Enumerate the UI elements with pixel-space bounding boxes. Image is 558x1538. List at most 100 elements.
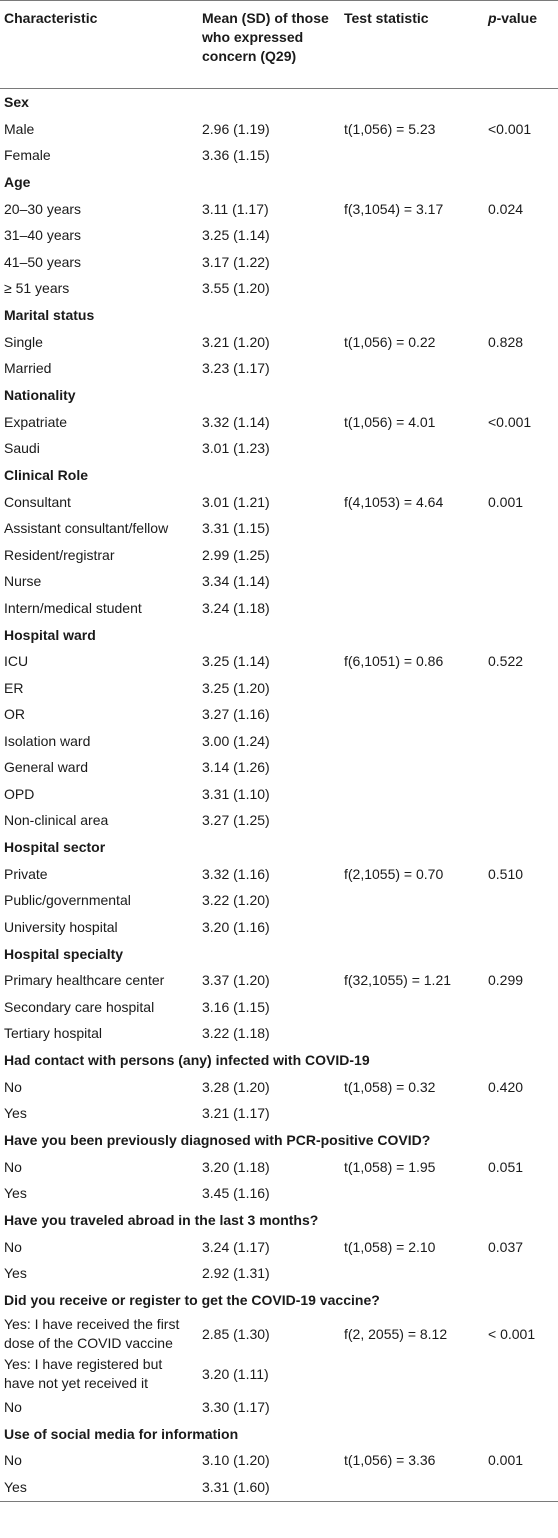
header-p-italic: p (488, 10, 497, 26)
cell-mean-sd: 3.25 (1.14) (202, 653, 270, 670)
cell-characteristic: No (4, 1238, 22, 1255)
cell-p-value (484, 356, 558, 383)
cell-characteristic: Tertiary hospital (4, 1025, 103, 1042)
cell-test-statistic: f(4,1053) = 4.64 (344, 493, 444, 510)
table-row: Male 2.96 (1.19) t(1,056) = 5.23 <0.001 (0, 116, 558, 143)
cell-mean-sd: 3.28 (1.20) (202, 1078, 270, 1095)
cell-mean-sd: 2.85 (1.30) (202, 1325, 270, 1342)
cell-mean-sd: 3.20 (1.11) (202, 1365, 269, 1382)
cell-p-value (484, 1394, 558, 1421)
cell-characteristic: Yes (4, 1265, 27, 1282)
table-row: Nurse 3.34 (1.14) (0, 569, 558, 596)
cell-characteristic: Public/governmental (4, 892, 131, 909)
cell-mean-sd: 3.31 (1.60) (198, 1474, 340, 1502)
cell-characteristic: Expatriate (4, 413, 68, 430)
cell-mean-sd: 3.11 (1.17) (202, 200, 269, 217)
table-row: Yes 3.21 (1.17) (0, 1101, 558, 1128)
cell-mean-sd: 3.17 (1.22) (202, 253, 270, 270)
group-header-row: Hospital sector (0, 834, 558, 861)
cell-test-statistic (340, 249, 484, 276)
cell-test-statistic: f(3,1054) = 3.17 (344, 200, 444, 217)
table-row: OPD 3.31 (1.10) (0, 781, 558, 808)
cell-p-value (484, 728, 558, 755)
cell-p-value (484, 223, 558, 250)
table-row: Yes 2.92 (1.31) (0, 1261, 558, 1288)
cell-characteristic: University hospital (4, 918, 118, 935)
table-body: Sex Male 2.96 (1.19) t(1,056) = 5.23 <0.001 F… (0, 89, 558, 1502)
cell-test-statistic (340, 755, 484, 782)
group-header-row: Use of social media for information (0, 1421, 558, 1448)
cell-mean-sd: 3.27 (1.25) (202, 812, 270, 829)
cell-mean-sd: 3.45 (1.16) (202, 1185, 270, 1202)
cell-characteristic: Secondary care hospital (4, 998, 155, 1015)
table-row: 31–40 years 3.25 (1.14) (0, 223, 558, 250)
cell-test-statistic: f(6,1051) = 0.86 (344, 653, 444, 670)
group-title: Hospital sector (4, 839, 106, 855)
cell-p-value (484, 1354, 558, 1394)
table-row: Female 3.36 (1.15) (0, 143, 558, 170)
cell-test-statistic: f(32,1055) = 1.21 (344, 972, 452, 989)
table-row: ER 3.25 (1.20) (0, 675, 558, 702)
cell-characteristic: 20–30 years (4, 200, 82, 217)
cell-characteristic: Non-clinical area (4, 812, 109, 829)
cell-characteristic: Isolation ward (4, 732, 91, 749)
table-row: Assistant consultant/fellow 3.31 (1.15) (0, 516, 558, 543)
header-characteristic: Characteristic (0, 0, 198, 89)
group-header-row: Clinical Role (0, 462, 558, 489)
cell-characteristic: ER (4, 679, 24, 696)
cell-test-statistic (340, 1261, 484, 1288)
cell-test-statistic (340, 914, 484, 941)
cell-mean-sd: 3.24 (1.17) (202, 1238, 270, 1255)
cell-p-value: 0.051 (488, 1158, 524, 1175)
cell-p-value: 0.024 (488, 200, 524, 217)
cell-mean-sd: 3.30 (1.17) (202, 1398, 270, 1415)
group-header-row: Sex (0, 89, 558, 117)
cell-test-statistic (340, 223, 484, 250)
cell-test-statistic: t(1,058) = 0.32 (344, 1078, 436, 1095)
cell-test-statistic (340, 888, 484, 915)
header-row: Characteristic Mean (SD) of those who ex… (0, 0, 558, 89)
table-row: Yes 3.45 (1.16) (0, 1181, 558, 1208)
cell-test-statistic (340, 356, 484, 383)
table-row: Yes: I have received the first dose of t… (0, 1314, 558, 1354)
cell-test-statistic (340, 276, 484, 303)
table-row: Non-clinical area 3.27 (1.25) (0, 808, 558, 835)
cell-characteristic: ICU (4, 653, 29, 670)
cell-p-value (484, 702, 558, 729)
cell-p-value (484, 888, 558, 915)
group-title: Clinical Role (4, 467, 89, 483)
cell-characteristic: Resident/registrar (4, 546, 115, 563)
cell-test-statistic (340, 728, 484, 755)
cell-p-value: 0.522 (488, 653, 524, 670)
cell-mean-sd: 3.31 (1.10) (202, 785, 270, 802)
cell-test-statistic: t(1,056) = 5.23 (344, 120, 436, 137)
table-row: Consultant 3.01 (1.21) f(4,1053) = 4.64 0.0… (0, 489, 558, 516)
table-row: OR 3.27 (1.16) (0, 702, 558, 729)
table-row: 20–30 years 3.11 (1.17) f(3,1054) = 3.17 0.… (0, 196, 558, 223)
cell-characteristic: 41–50 years (4, 253, 82, 270)
cell-p-value (484, 808, 558, 835)
cell-mean-sd: 3.31 (1.15) (202, 520, 270, 537)
cell-p-value (484, 914, 558, 941)
cell-mean-sd: 3.22 (1.18) (202, 1025, 270, 1042)
table-row: Primary healthcare center 3.37 (1.20) f(32… (0, 968, 558, 995)
cell-p-value (484, 781, 558, 808)
cell-mean-sd: 3.20 (1.16) (202, 918, 270, 935)
cell-characteristic: Saudi (4, 440, 40, 457)
cell-test-statistic: t(1,058) = 2.10 (344, 1238, 436, 1255)
cell-mean-sd: 3.25 (1.20) (202, 679, 270, 696)
cell-mean-sd: 3.01 (1.23) (202, 440, 270, 457)
table-row: No 3.28 (1.20) t(1,058) = 0.32 0.420 (0, 1074, 558, 1101)
cell-characteristic: No (4, 1158, 22, 1175)
cell-p-value (484, 1101, 558, 1128)
cell-p-value: <0.001 (488, 413, 532, 430)
group-title: Hospital ward (4, 626, 96, 643)
table-row: No 3.10 (1.20) t(1,056) = 3.36 0.001 (0, 1448, 558, 1475)
cell-characteristic: Male (4, 120, 35, 137)
table-row: Public/governmental 3.22 (1.20) (0, 888, 558, 915)
cell-characteristic: ≥ 51 years (4, 280, 70, 297)
cell-test-statistic (340, 994, 484, 1021)
table-row: General ward 3.14 (1.26) (0, 755, 558, 782)
group-title: Marital status (4, 307, 95, 323)
